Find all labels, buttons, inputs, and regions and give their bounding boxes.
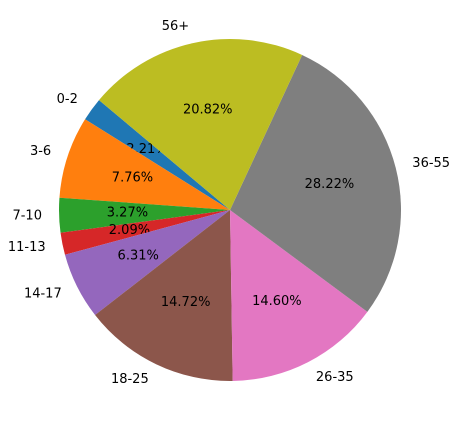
category-label: 56+ bbox=[162, 19, 189, 34]
value-label: 20.82% bbox=[183, 102, 233, 117]
pie-slice bbox=[60, 210, 230, 255]
pie-slice bbox=[95, 210, 233, 382]
pie-slice bbox=[99, 39, 303, 211]
value-label: 14.72% bbox=[161, 295, 211, 310]
category-label: 3-6 bbox=[30, 144, 51, 159]
value-label: 7.76% bbox=[112, 171, 153, 186]
value-label: 2.09% bbox=[109, 223, 150, 238]
category-label: 36-55 bbox=[412, 156, 450, 171]
value-label: 3.27% bbox=[107, 206, 148, 221]
value-label: 6.31% bbox=[118, 248, 159, 263]
category-label: 11-13 bbox=[8, 240, 46, 255]
pie-slice bbox=[59, 197, 230, 233]
category-label: 26-35 bbox=[316, 370, 354, 385]
pie-slice bbox=[64, 210, 230, 316]
pie-slice bbox=[230, 210, 368, 381]
value-label: 14.60% bbox=[252, 294, 302, 309]
value-label: 28.22% bbox=[305, 177, 355, 192]
pie-slice bbox=[59, 119, 231, 210]
category-label: 0-2 bbox=[57, 92, 78, 107]
category-label: 7-10 bbox=[12, 208, 42, 223]
pie-slice bbox=[85, 100, 230, 210]
category-label: 14-17 bbox=[24, 287, 62, 302]
category-label: 18-25 bbox=[111, 372, 149, 387]
pie-slice bbox=[230, 54, 401, 312]
